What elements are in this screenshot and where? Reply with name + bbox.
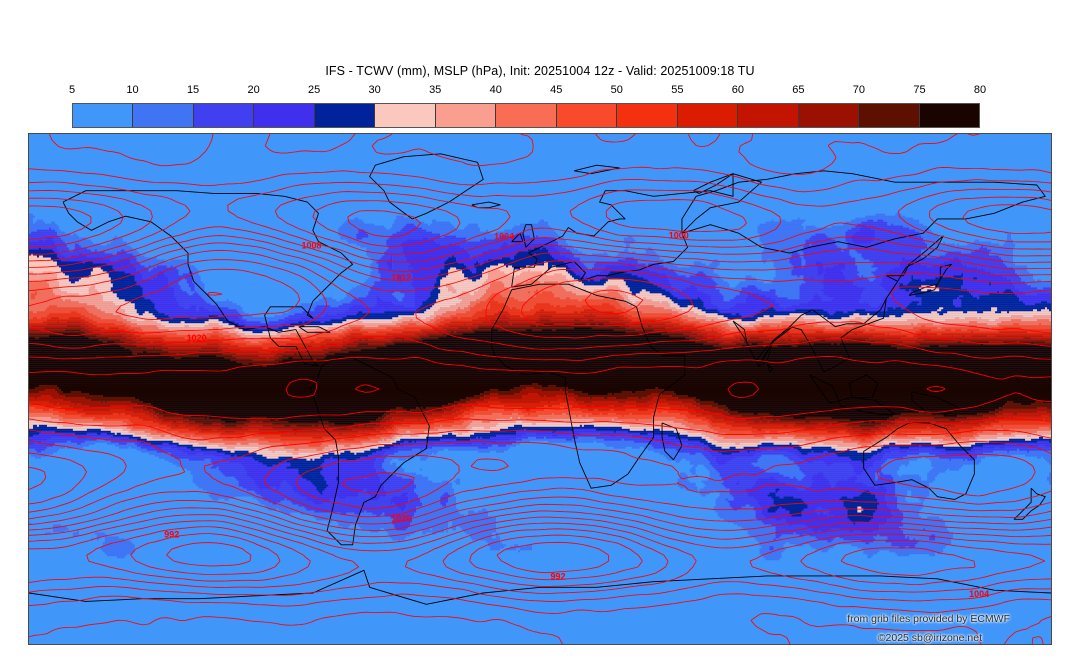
colorbar-band-35-40	[435, 104, 497, 127]
colorbar-tick-60: 60	[731, 84, 744, 96]
colorbar-tick-30: 30	[368, 84, 381, 96]
colorbar-tick-35: 35	[429, 84, 442, 96]
colorbar-band-15-20	[193, 104, 255, 127]
colorbar-band-65-70	[798, 104, 860, 127]
figure-title: IFS - TCWV (mm), MSLP (hPa), Init: 20251…	[325, 64, 755, 78]
colorbar-tick-70: 70	[852, 84, 866, 96]
colorbar-band-5-10	[73, 104, 134, 127]
colorbar-tick-labels: 5 10 15 20 25 30 35 40 45 50 55 60 65 70 75 80	[68, 84, 986, 100]
colorbar-bands	[72, 103, 980, 128]
colorbar-tick-25: 25	[308, 84, 321, 96]
colorbar-tick-80: 80	[973, 84, 987, 96]
data-source-credit: from grib files provided by ECMWF	[847, 613, 1010, 625]
colorbar-band-40-45	[496, 104, 557, 127]
copyright-credit: ©2025 sb@irizone.net	[877, 632, 982, 644]
colorbar-tick-75: 75	[913, 84, 926, 96]
colorbar-tick-45: 45	[550, 84, 563, 96]
colorbar-band-45-50	[556, 104, 618, 127]
map-panel[interactable]: 992 992 1000 1004 1004 1008 1012 1020 1020	[28, 133, 1052, 645]
colorbar-band-60-65	[738, 104, 799, 127]
tcwv-field-layer	[29, 134, 1051, 644]
colorbar-tick-15: 15	[186, 84, 200, 96]
colorbar-band-10-15	[133, 104, 194, 127]
colorbar-tick-40: 40	[489, 84, 502, 96]
colorbar-band-70-75	[859, 104, 920, 127]
colorbar: 5 10 15 20 25 30 35 40 45 50 55 60 65 70 75 80	[68, 84, 986, 128]
colorbar-tick-55: 55	[671, 84, 684, 96]
mslp-isobar-layer: 992 992 1000 1004 1004 1008 1012 1020 1020	[29, 134, 1051, 644]
colorbar-band-25-30	[314, 104, 376, 127]
colorbar-band-55-60	[677, 104, 739, 127]
colorbar-tick-5: 5	[68, 84, 76, 96]
colorbar-band-50-55	[617, 104, 678, 127]
colorbar-tick-10: 10	[126, 84, 139, 96]
colorbar-tick-50: 50	[610, 84, 623, 96]
colorbar-tick-20: 20	[247, 84, 260, 96]
colorbar-band-75-80	[919, 104, 980, 127]
colorbar-band-30-35	[375, 104, 436, 127]
colorbar-tick-65: 65	[792, 84, 805, 96]
colorbar-band-20-25	[254, 104, 315, 127]
